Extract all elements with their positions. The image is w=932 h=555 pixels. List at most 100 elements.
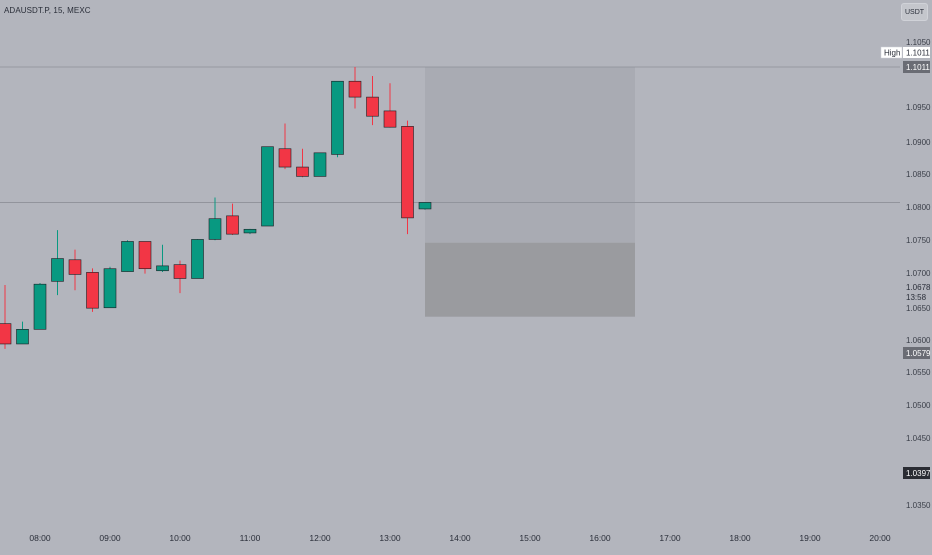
candle-body bbox=[51, 258, 64, 282]
candle-body bbox=[226, 215, 239, 235]
candle-body bbox=[208, 218, 222, 240]
candle-body bbox=[331, 80, 344, 155]
candle bbox=[121, 240, 134, 272]
candle bbox=[383, 83, 397, 128]
candle-body bbox=[418, 202, 432, 210]
price-tick-label: 1.0850 bbox=[906, 170, 931, 179]
candle bbox=[16, 321, 29, 345]
zone-top-tag-box bbox=[903, 347, 930, 359]
candle-body bbox=[348, 80, 362, 98]
time-tick-label: 15:00 bbox=[519, 533, 541, 543]
candle bbox=[51, 230, 64, 296]
candle bbox=[68, 249, 82, 291]
zones-layer bbox=[425, 67, 635, 317]
time-tick-label: 14:00 bbox=[449, 533, 471, 543]
time-tick-label: 17:00 bbox=[659, 533, 681, 543]
time-axis[interactable]: 08:00 09:00 10:00 11:00 12:00 13:00 14:00 15:00… bbox=[29, 533, 891, 543]
countdown-label: 13:58 bbox=[906, 293, 927, 302]
candle bbox=[261, 146, 274, 227]
candle-body bbox=[33, 283, 47, 330]
zone-bottom-tag-box bbox=[903, 467, 930, 479]
candle bbox=[418, 202, 432, 210]
time-tick-label: 20:00 bbox=[869, 533, 891, 543]
candle bbox=[278, 123, 292, 170]
high-price-tag-box bbox=[903, 61, 930, 73]
time-tick-label: 11:00 bbox=[240, 533, 261, 543]
candle-body bbox=[366, 96, 379, 117]
candle-body bbox=[86, 272, 99, 309]
candle-body bbox=[68, 259, 82, 275]
price-tick-label: 1.1050 bbox=[906, 38, 931, 47]
time-tick-label: 12:00 bbox=[309, 533, 331, 543]
candle-body bbox=[261, 146, 274, 227]
candle bbox=[331, 80, 344, 158]
high-price-tag: 1.1011 bbox=[906, 63, 930, 72]
candle bbox=[33, 282, 47, 330]
candle-body bbox=[16, 329, 29, 345]
time-tick-label: 09:00 bbox=[99, 533, 121, 543]
candle-body bbox=[401, 126, 414, 219]
candle bbox=[103, 266, 117, 309]
price-tick-label: 1.0950 bbox=[906, 103, 931, 112]
price-tick-label: 1.0600 bbox=[906, 336, 931, 345]
price-tick-label: 1.0900 bbox=[906, 138, 931, 147]
candles-layer bbox=[0, 67, 432, 349]
high-value-box bbox=[903, 47, 930, 58]
price-tick-label: 1.0750 bbox=[906, 236, 931, 245]
candle-body bbox=[191, 239, 204, 279]
upper-zone bbox=[425, 67, 635, 243]
last-price-label: 1.0678 bbox=[906, 283, 931, 292]
candle bbox=[0, 284, 12, 349]
price-tick-label: 1.0800 bbox=[906, 203, 931, 212]
candle bbox=[366, 75, 379, 126]
candle-body bbox=[313, 152, 327, 177]
high-value: 1.1011 bbox=[906, 49, 930, 58]
candle bbox=[243, 228, 257, 235]
time-tick-label: 16:00 bbox=[589, 533, 611, 543]
lines-layer bbox=[0, 66, 900, 203]
time-tick-label: 18:00 bbox=[729, 533, 751, 543]
candle bbox=[138, 241, 152, 274]
candle-body bbox=[278, 148, 292, 168]
candle-body bbox=[138, 241, 152, 270]
zone-bottom-tag: 1.0397 bbox=[906, 469, 931, 478]
candle-body bbox=[296, 166, 309, 177]
symbol-title[interactable]: ADAUSDT.P, 15, MEXC bbox=[4, 6, 91, 15]
currency-button[interactable]: USDT bbox=[901, 3, 928, 21]
high-label: High bbox=[884, 49, 900, 58]
candle-body bbox=[0, 323, 12, 345]
candle-body bbox=[243, 228, 257, 234]
candle bbox=[401, 120, 414, 235]
candle bbox=[173, 260, 187, 294]
time-tick-label: 08:00 bbox=[29, 533, 51, 543]
candle-body bbox=[383, 110, 397, 128]
time-tick-label: 10:00 bbox=[169, 533, 191, 543]
price-tick-label: 1.0450 bbox=[906, 434, 931, 443]
time-tick-label: 19:00 bbox=[799, 533, 821, 543]
candle bbox=[313, 152, 327, 177]
candle bbox=[86, 268, 99, 312]
candle-body bbox=[173, 264, 187, 279]
candle bbox=[156, 244, 169, 272]
price-tick-label: 1.0650 bbox=[906, 304, 931, 313]
price-tick-label: 1.0350 bbox=[906, 501, 931, 510]
price-tick-label: 1.0500 bbox=[906, 401, 931, 410]
high-label-box bbox=[880, 46, 903, 59]
price-axis[interactable]: 1.1050 1.0950 1.0900 1.0850 1.0800 1.0750 1.07… bbox=[906, 38, 931, 510]
candle bbox=[208, 197, 222, 241]
candle bbox=[191, 239, 204, 279]
candle-body bbox=[121, 241, 134, 272]
candle bbox=[226, 203, 239, 235]
candle-body bbox=[103, 268, 117, 309]
last-price-box bbox=[903, 281, 930, 303]
price-tick-label: 1.0700 bbox=[906, 269, 931, 278]
lower-zone bbox=[425, 242, 635, 317]
candle bbox=[348, 67, 362, 109]
candle-body bbox=[156, 265, 169, 272]
zone-top-tag: 1.0579 bbox=[906, 349, 931, 358]
price-tick-label: 1.0550 bbox=[906, 368, 931, 377]
time-tick-label: 13:00 bbox=[379, 533, 401, 543]
